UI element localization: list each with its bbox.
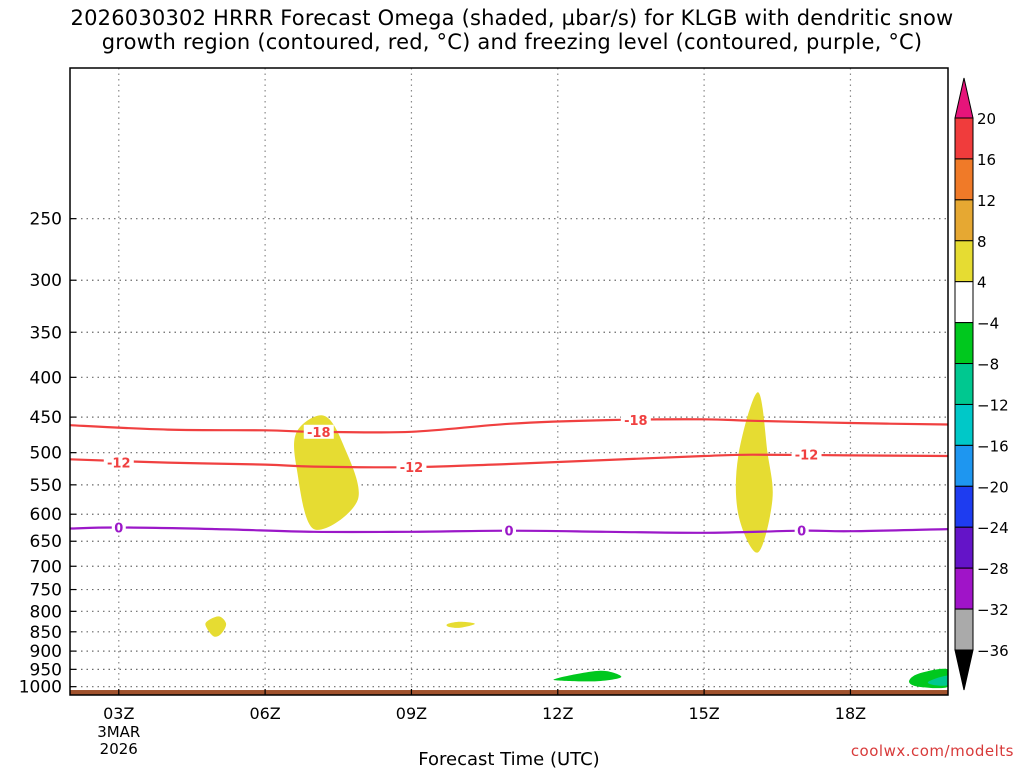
colorbar-swatch	[954, 526, 974, 569]
y-tick-label: 300	[30, 271, 62, 291]
ground-surface	[70, 690, 948, 695]
x-tick-label: 06Z	[249, 704, 280, 723]
contour-label: -12	[795, 449, 819, 464]
colorbar: 20 16 12 8 4 −4 −8 −12 −16 −20 −24 −28 −32 −36	[954, 77, 1009, 691]
colorbar-label: 8	[977, 233, 987, 251]
chart-title-line-2: growth region (contoured, red, °C) and f…	[101, 30, 923, 54]
x-tick-label: 03Z	[103, 704, 134, 723]
y-tick-label: 950	[30, 660, 62, 680]
contour-label-bg	[620, 413, 651, 428]
colorbar-swatch	[954, 158, 974, 201]
x-tick-date-label: 3MAR	[97, 723, 140, 741]
y-tick-label: 600	[30, 505, 62, 525]
colorbar-swatch	[954, 363, 974, 405]
y-tick-label: 500	[30, 444, 62, 464]
contour-label: 0	[504, 525, 513, 540]
colorbar-label: −20	[977, 478, 1009, 496]
colorbar-swatch	[954, 117, 974, 160]
colorbar-swatch	[954, 485, 974, 528]
chart-title-line-1: 2026030302 HRRR Forecast Omega (shaded, …	[70, 6, 954, 30]
contour-label-bg	[303, 424, 334, 439]
y-tick-label: 800	[30, 602, 62, 622]
contour-label: -18	[307, 426, 331, 441]
credit-link[interactable]: coolwx.com/modelts	[850, 742, 1014, 760]
contour-label: -18	[624, 414, 648, 429]
colorbar-swatch	[954, 403, 974, 446]
contour-line	[70, 418, 948, 434]
colorbar-label: −4	[977, 315, 999, 333]
colorbar-label: −12	[977, 396, 1009, 414]
x-axis-label: Forecast Time (UTC)	[418, 749, 599, 768]
x-tick-label: 15Z	[688, 704, 719, 723]
colorbar-label: −36	[977, 642, 1009, 660]
omega-shaded-region	[927, 675, 948, 686]
omega-shaded-region	[205, 616, 227, 637]
colorbar-label: −16	[977, 437, 1009, 455]
colorbar-label: 20	[977, 110, 996, 128]
contour-label-bg	[794, 523, 809, 538]
contour-label: -12	[107, 457, 131, 472]
x-tick-label: 12Z	[542, 704, 573, 723]
colorbar-under-triangle	[954, 649, 974, 691]
omega-shaded-region	[294, 415, 359, 530]
colorbar-label: 12	[977, 192, 996, 210]
omega-shaded-region	[735, 392, 773, 553]
colorbar-swatch	[954, 567, 974, 610]
y-tick-label: 450	[30, 408, 62, 428]
y-tick-label: 400	[30, 368, 62, 388]
colorbar-swatch	[954, 444, 974, 487]
x-tick-year-label: 2026	[100, 740, 138, 758]
x-tick-label: 18Z	[835, 704, 866, 723]
plot-area: -18 -18 -12 -12 -12 0 0 0 250 300 350 400 450 500 550 6…	[19, 67, 949, 758]
colorbar-label: −8	[977, 356, 999, 374]
colorbar-label: 4	[977, 274, 987, 292]
colorbar-swatch	[954, 322, 974, 365]
contour-line	[70, 453, 948, 469]
contour-label-bg	[396, 460, 427, 475]
colorbar-swatch	[954, 240, 974, 283]
colorbar-over-triangle	[954, 77, 974, 119]
y-tick-label: 550	[30, 476, 62, 496]
x-tick-label: 09Z	[396, 704, 427, 723]
y-tick-label: 350	[30, 323, 62, 343]
y-tick-label: 850	[30, 623, 62, 643]
colorbar-swatch	[954, 199, 974, 242]
y-tick-label: 650	[30, 532, 62, 552]
colorbar-label: −28	[977, 560, 1009, 578]
y-tick-label: 1000	[19, 678, 62, 698]
colorbar-label: 16	[977, 151, 996, 169]
colorbar-label: −32	[977, 601, 1009, 619]
contour-label: 0	[114, 521, 123, 536]
contour-label-bg	[791, 447, 822, 462]
y-tick-label: 900	[30, 642, 62, 662]
y-tick-label: 750	[30, 581, 62, 601]
contour-label-bg	[111, 520, 126, 535]
contour-label: -12	[400, 461, 424, 476]
omega-shaded-region	[446, 621, 475, 628]
y-tick-label: 250	[30, 210, 62, 230]
chart-title: 2026030302 HRRR Forecast Omega (shaded, …	[0, 6, 1024, 54]
colorbar-swatch	[954, 281, 974, 324]
contour-label-bg	[103, 455, 134, 470]
plot-frame	[69, 67, 949, 696]
colorbar-swatch	[954, 608, 974, 651]
contour-label-bg	[502, 523, 516, 538]
y-tick-label: 700	[30, 557, 62, 577]
colorbar-label: −24	[977, 519, 1009, 537]
contour-label: 0	[797, 525, 806, 540]
omega-shaded-region	[553, 670, 622, 682]
